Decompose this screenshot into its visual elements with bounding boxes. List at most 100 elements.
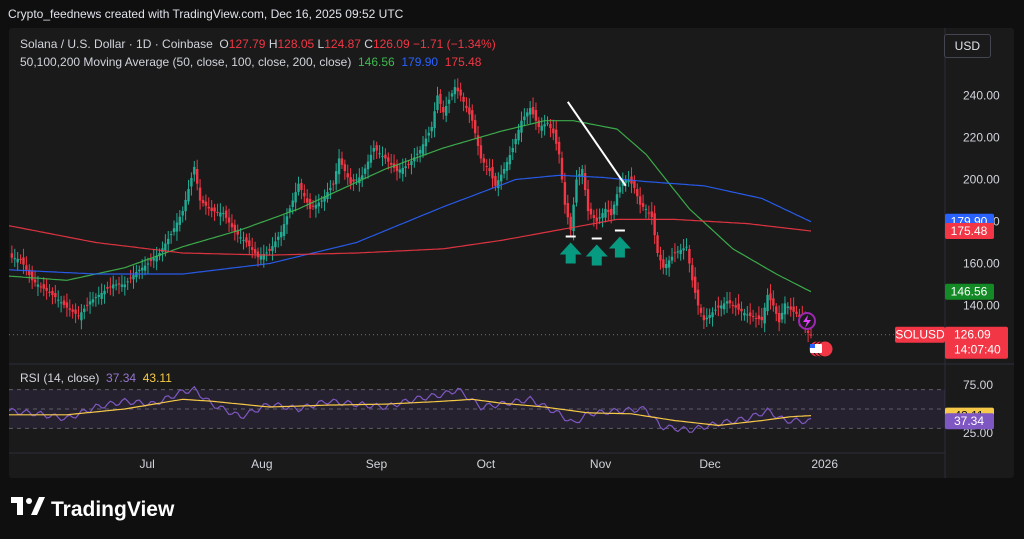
candle[interactable]: [204, 201, 208, 206]
candle[interactable]: [644, 208, 648, 210]
candle[interactable]: [236, 230, 239, 235]
candle[interactable]: [117, 283, 121, 285]
candle[interactable]: [717, 305, 720, 308]
candle[interactable]: [13, 258, 16, 260]
candle[interactable]: [777, 313, 781, 323]
candle[interactable]: [175, 222, 179, 232]
candle[interactable]: [184, 199, 187, 212]
candle[interactable]: [216, 211, 219, 213]
candle[interactable]: [222, 213, 225, 215]
candle[interactable]: [407, 163, 410, 165]
candle[interactable]: [36, 284, 40, 287]
candle[interactable]: [502, 169, 506, 174]
candle[interactable]: [363, 168, 367, 174]
candle[interactable]: [447, 99, 451, 104]
candle[interactable]: [601, 213, 604, 218]
candle[interactable]: [10, 253, 14, 258]
candle[interactable]: [436, 95, 439, 110]
candle[interactable]: [583, 173, 587, 190]
trendline[interactable]: [566, 101, 627, 187]
candle[interactable]: [274, 241, 277, 248]
candle[interactable]: [725, 301, 729, 304]
candle[interactable]: [71, 309, 74, 312]
candle[interactable]: [114, 284, 118, 286]
candle[interactable]: [421, 144, 425, 155]
candle[interactable]: [306, 198, 309, 203]
candle[interactable]: [528, 108, 532, 115]
candle[interactable]: [398, 169, 402, 173]
rsi-title[interactable]: RSI (14, close): [20, 371, 100, 385]
candle[interactable]: [311, 205, 315, 207]
candle[interactable]: [450, 93, 454, 97]
candle[interactable]: [140, 267, 144, 271]
candle[interactable]: [748, 312, 752, 316]
candle[interactable]: [384, 154, 387, 159]
candle[interactable]: [650, 211, 653, 218]
candle[interactable]: [679, 249, 682, 254]
candle[interactable]: [25, 265, 28, 270]
candle[interactable]: [271, 246, 274, 252]
candle[interactable]: [337, 158, 341, 175]
arrow-up-icon[interactable]: [559, 242, 582, 264]
candle[interactable]: [291, 200, 294, 207]
candle[interactable]: [265, 252, 268, 254]
candle[interactable]: [418, 150, 422, 154]
candle[interactable]: [149, 258, 153, 261]
candle[interactable]: [795, 311, 798, 314]
candle[interactable]: [120, 284, 124, 287]
candle[interactable]: [106, 286, 109, 289]
candle[interactable]: [42, 284, 45, 289]
candle[interactable]: [786, 306, 790, 308]
candle[interactable]: [349, 177, 352, 184]
candle[interactable]: [268, 248, 271, 251]
candle[interactable]: [213, 207, 216, 212]
candle[interactable]: [282, 224, 286, 237]
candle[interactable]: [112, 284, 115, 289]
candle[interactable]: [248, 240, 251, 247]
candle[interactable]: [696, 289, 700, 306]
candle[interactable]: [74, 309, 77, 314]
candle[interactable]: [346, 173, 349, 178]
candle[interactable]: [783, 303, 787, 315]
candle[interactable]: [705, 317, 708, 320]
candle[interactable]: [769, 293, 772, 301]
candle[interactable]: [77, 315, 80, 317]
candle[interactable]: [433, 111, 436, 129]
candle[interactable]: [65, 302, 69, 308]
candle[interactable]: [167, 238, 170, 245]
candle[interactable]: [91, 299, 95, 303]
candle[interactable]: [751, 315, 755, 318]
candle[interactable]: [743, 312, 746, 316]
candle[interactable]: [514, 138, 517, 145]
candle[interactable]: [575, 179, 578, 203]
candle[interactable]: [662, 259, 665, 268]
candle[interactable]: [543, 124, 546, 127]
candle[interactable]: [413, 157, 416, 162]
candle[interactable]: [714, 309, 717, 311]
candle[interactable]: [355, 179, 358, 181]
candle[interactable]: [444, 106, 448, 116]
candle[interactable]: [540, 125, 543, 131]
candle[interactable]: [329, 187, 332, 191]
candle[interactable]: [523, 116, 526, 121]
candle[interactable]: [126, 281, 129, 283]
candle[interactable]: [604, 208, 607, 218]
candle[interactable]: [589, 208, 593, 215]
candle[interactable]: [187, 188, 190, 202]
candle[interactable]: [146, 263, 150, 265]
candle[interactable]: [57, 299, 60, 301]
candle[interactable]: [511, 148, 514, 153]
candle[interactable]: [462, 96, 465, 102]
candle[interactable]: [300, 182, 303, 190]
candle[interactable]: [615, 194, 619, 206]
candle[interactable]: [685, 246, 688, 248]
candle[interactable]: [62, 300, 66, 305]
candle[interactable]: [303, 192, 306, 197]
candle[interactable]: [760, 316, 763, 321]
candle[interactable]: [557, 141, 561, 155]
candle[interactable]: [314, 204, 318, 209]
candle[interactable]: [459, 89, 462, 96]
candle[interactable]: [688, 249, 691, 264]
candle[interactable]: [83, 308, 86, 313]
candle[interactable]: [757, 315, 761, 320]
